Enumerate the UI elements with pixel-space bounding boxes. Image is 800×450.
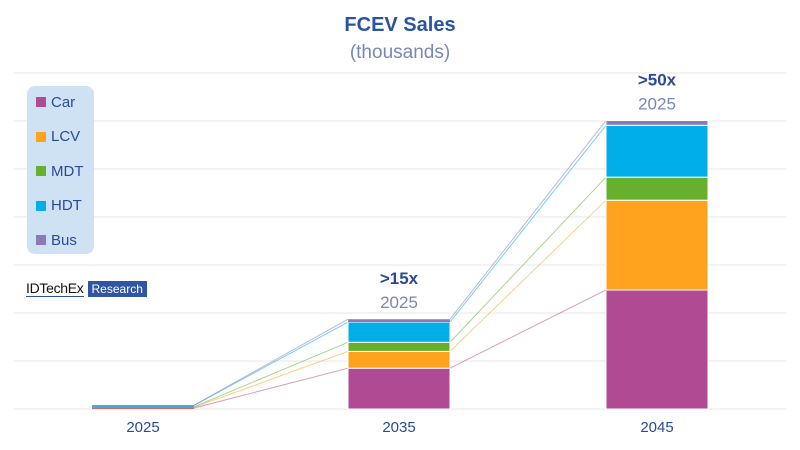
connector-car — [193, 367, 349, 409]
bar-2035-lcv — [347, 350, 451, 369]
annotation-baseline-year: 2025 — [638, 95, 676, 114]
legend: Car LCV MDT HDT Bus — [27, 86, 94, 254]
bar-2035-hdt — [347, 321, 451, 343]
bar-2035-car — [347, 367, 451, 410]
legend-item-lcv: LCV — [36, 127, 80, 147]
logo-name: IDTechEx — [26, 280, 84, 297]
legend-label: MDT — [51, 162, 84, 180]
connector-bus — [449, 120, 607, 320]
legend-item-bus: Bus — [36, 230, 77, 250]
annotation-baseline-year: 2025 — [380, 293, 418, 312]
bar-2025-mdt — [92, 406, 194, 408]
legend-swatch — [36, 235, 46, 245]
bar-2035-mdt — [347, 341, 451, 352]
annotation-multiplier: >15x — [380, 269, 419, 288]
annotation-multiplier: >50x — [638, 71, 677, 90]
legend-swatch — [36, 131, 46, 142]
connector-hdt — [449, 125, 607, 323]
bar-2045-lcv — [605, 199, 709, 291]
connector-lcv — [193, 350, 349, 408]
connector-mdt — [193, 341, 349, 408]
legend-label: HDT — [51, 197, 82, 214]
connector-hdt — [193, 321, 349, 406]
idtechex-logo: IDTechEx Research — [26, 280, 147, 297]
connector-bus — [193, 318, 349, 406]
legend-item-mdt: MDT — [36, 161, 84, 181]
legend-swatch — [36, 200, 46, 211]
x-tick-label: 2035 — [382, 419, 415, 436]
legend-item-hdt: HDT — [36, 196, 82, 216]
bar-2045-mdt — [605, 176, 709, 201]
chart-subtitle: (thousands) — [349, 42, 451, 63]
bar-2045-hdt — [605, 124, 709, 178]
legend-item-car: Car — [36, 92, 75, 112]
chart-title: FCEV Sales — [344, 14, 456, 36]
legend-swatch — [36, 166, 46, 176]
bar-2045-car — [605, 289, 709, 410]
x-tick-label: 2045 — [640, 419, 673, 436]
bar-2025-bus — [92, 405, 194, 407]
connector-car — [449, 289, 607, 369]
x-tick-label: 2025 — [126, 419, 159, 436]
bar-2035-bus — [348, 319, 450, 323]
legend-label: Car — [51, 93, 76, 111]
legend-label: Bus — [51, 231, 77, 249]
connector-mdt — [449, 176, 607, 343]
legend-label: LCV — [51, 128, 81, 145]
connector-lcv — [449, 199, 607, 352]
logo-tag: Research — [87, 280, 147, 297]
bar-2025-car — [92, 408, 194, 410]
legend-swatch — [36, 97, 46, 107]
bar-2045-bus — [605, 120, 709, 126]
